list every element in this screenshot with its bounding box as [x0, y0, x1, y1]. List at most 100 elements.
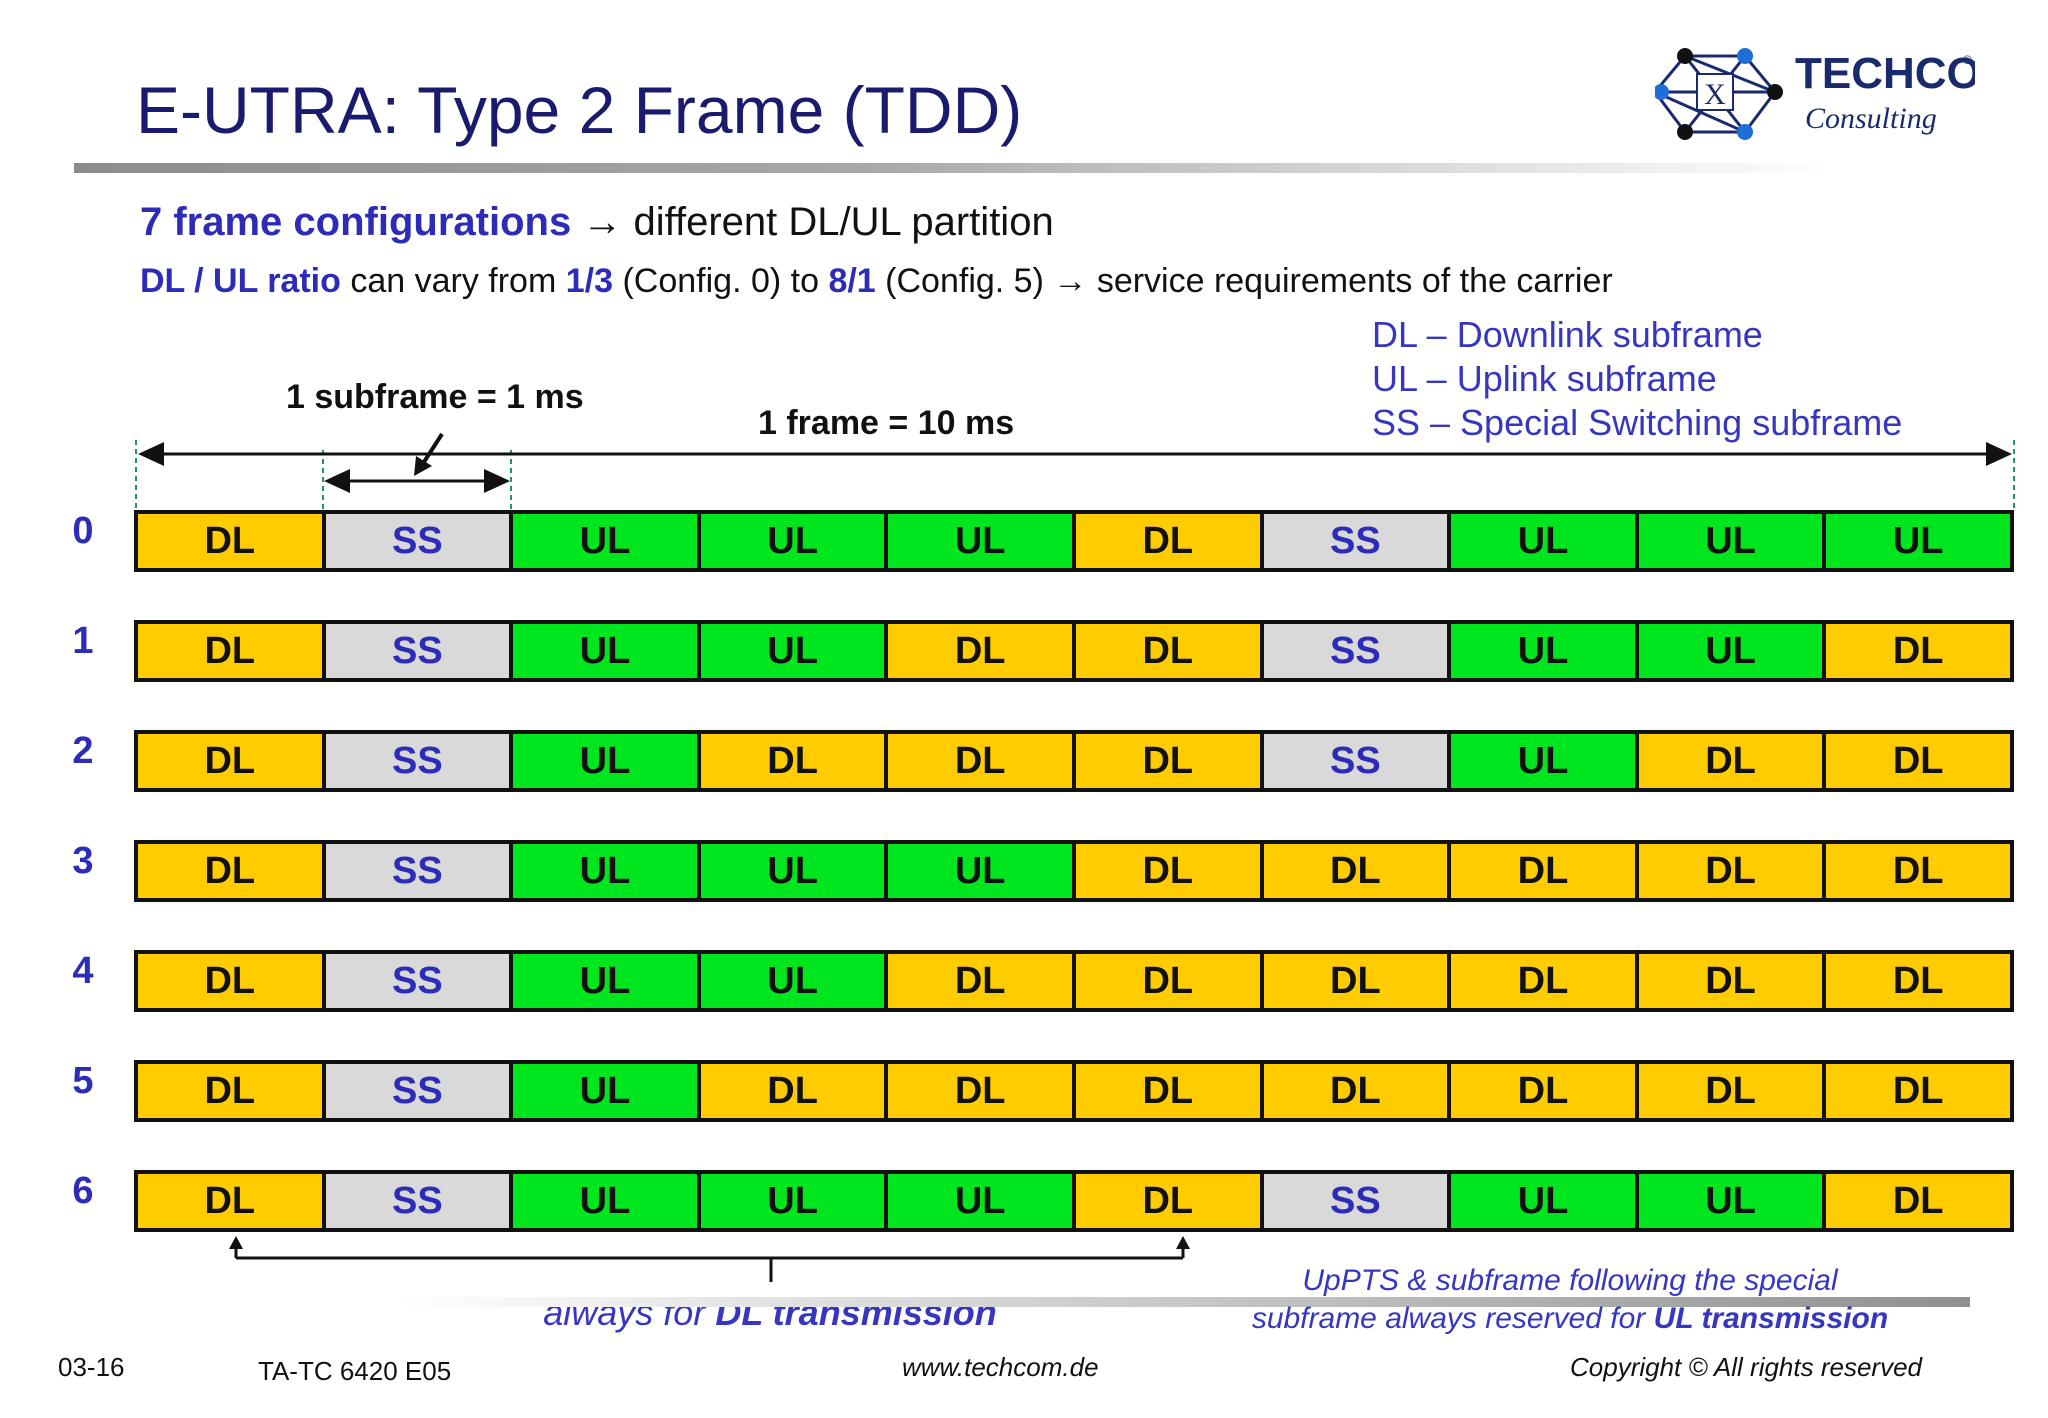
subframe-cell-ul: UL	[513, 734, 701, 788]
subframe-cell-ul: UL	[513, 1064, 701, 1118]
frame-config-row-0: DL SS UL UL UL DL SS UL UL UL	[134, 510, 2014, 572]
subframe-cell-dl: DL	[1451, 954, 1639, 1008]
page-number: 03-16	[58, 1352, 125, 1382]
intro-line-2-text-b: can vary from	[350, 262, 557, 300]
subframe-cell-dl: DL	[888, 954, 1076, 1008]
subframe-cell-ul: UL	[513, 954, 701, 1008]
subframe-cell-ul: UL	[1638, 514, 1827, 568]
subframe-cell-ul: UL	[700, 844, 889, 898]
subframe-cell-ul: UL	[700, 624, 889, 678]
arrow-right-icon: →	[582, 200, 623, 244]
subframe-cell-dl: DL	[138, 624, 326, 678]
subframe-cell-dl: DL	[138, 514, 326, 568]
subframe-cell-dl: DL	[1638, 734, 1827, 788]
subframe-cell-ss: SS	[325, 844, 514, 898]
subframe-cell-ss: SS	[325, 1064, 514, 1118]
subframe-cell-ss: SS	[325, 624, 514, 678]
config-label-6: 6	[72, 1170, 94, 1212]
subframe-cell-dl: DL	[888, 624, 1076, 678]
config-label-5: 5	[72, 1060, 94, 1102]
intro-line-2-text-g: service requirements of the carrier	[1096, 262, 1613, 300]
subframe-cell-dl: DL	[1826, 844, 2010, 898]
subframe-cell-dl: DL	[888, 734, 1076, 788]
subframe-cell-dl: DL	[1638, 954, 1827, 1008]
subframe-cell-dl: DL	[1638, 1064, 1827, 1118]
subframe-cell-dl: DL	[1075, 844, 1264, 898]
config-label-4: 4	[72, 950, 94, 992]
subframe-cell-ss: SS	[325, 1174, 514, 1228]
subframe-cell-ul: UL	[700, 514, 889, 568]
dl-ul-ratio-highlight: DL / UL ratio	[140, 262, 341, 300]
subframe-cell-dl: DL	[1263, 954, 1452, 1008]
ratio-min-value: 1/3	[565, 262, 614, 300]
subframe-cell-ul: UL	[888, 1174, 1076, 1228]
legend-ul: UL – Uplink subframe	[1372, 358, 1717, 399]
subframe-cell-dl: DL	[1075, 954, 1264, 1008]
subframe-pointer-head	[414, 456, 432, 476]
subframe-cell-ul: UL	[888, 844, 1076, 898]
frame-arrow-right-head	[1986, 442, 2012, 466]
subframe-pointer-line	[422, 432, 444, 464]
config-label-1: 1	[72, 620, 94, 662]
subframe-cell-dl: DL	[1451, 1064, 1639, 1118]
subframe-cell-ss: SS	[325, 954, 514, 1008]
config-label-0: 0	[72, 510, 94, 552]
subframe-cell-dl: DL	[1263, 844, 1452, 898]
subframe-cell-ul: UL	[1638, 1174, 1827, 1228]
subframe-cell-dl: DL	[1638, 844, 1827, 898]
intro-line-1: 7 frame configurations → different DL/UL…	[140, 200, 1054, 245]
subframe-cell-ul: UL	[1638, 624, 1827, 678]
subframe-cell-dl: DL	[1075, 1064, 1264, 1118]
subframe-cell-dl: DL	[1826, 1064, 2010, 1118]
subframe-cell-ul: UL	[700, 1174, 889, 1228]
dl-bracket-left-head	[229, 1236, 243, 1249]
frame-config-row-2: DL SS UL DL DL DL SS UL DL DL	[134, 730, 2014, 792]
molecule-logo-icon: X TECHCOM ® Consulting	[1653, 48, 2017, 140]
subframe-cell-ul: UL	[1451, 624, 1639, 678]
subframe-cell-ss: SS	[1263, 1174, 1452, 1228]
subframe-cell-dl: DL	[1263, 1064, 1452, 1118]
frame-config-highlight: 7 frame configurations	[140, 200, 572, 244]
config-label-3: 3	[72, 840, 94, 882]
subframe-duration-label: 1 subframe = 1 ms	[286, 378, 584, 416]
frame-config-row-6: DL SS UL UL UL DL SS UL UL DL	[134, 1170, 2014, 1232]
subframe-cell-dl: DL	[1075, 514, 1264, 568]
dl-bracket-right-head	[1176, 1236, 1190, 1249]
subframe-cell-dl: DL	[1075, 624, 1264, 678]
subframe-cell-dl: DL	[1075, 734, 1264, 788]
logo-subtitle: Consulting	[1805, 102, 1937, 135]
arrow-right-icon: →	[1053, 262, 1088, 300]
footer-url: www.techcom.de	[902, 1352, 1099, 1382]
subframe-cell-ss: SS	[325, 734, 514, 788]
subframe-cell-dl: DL	[1826, 1174, 2010, 1228]
subframe-cell-ss: SS	[325, 514, 514, 568]
subframe-cell-dl: DL	[888, 1064, 1076, 1118]
uppts-note-line-2-text: subframe always reserved for	[1251, 1302, 1646, 1335]
subframe-cell-ss: SS	[1263, 624, 1452, 678]
subframe-cell-dl: DL	[138, 1064, 326, 1118]
slide-title: E-UTRA: Type 2 Frame (TDD)	[136, 73, 1023, 147]
document-id: TA-TC 6420 E05	[258, 1356, 452, 1386]
subframe-cell-ul: UL	[513, 844, 701, 898]
intro-line-2: DL / UL ratio can vary from 1/3 (Config.…	[140, 262, 1613, 301]
subframe-cell-dl: DL	[138, 734, 326, 788]
svg-text:X: X	[1704, 78, 1726, 111]
subframe-cell-ss: SS	[1263, 734, 1452, 788]
uppts-note-line-1: UpPTS & subframe following the special	[1302, 1264, 1838, 1297]
subframe-cell-ul: UL	[513, 1174, 701, 1228]
subframe-cell-dl: DL	[138, 844, 326, 898]
frame-config-row-5: DL SS UL DL DL DL DL DL DL DL	[134, 1060, 2014, 1122]
frame-duration-label: 1 frame = 10 ms	[758, 404, 1015, 442]
uppts-note-line-2-bold: UL transmission	[1653, 1302, 1889, 1335]
frame-arrow-left-head	[138, 442, 164, 466]
techcom-logo: X TECHCOM ® Consulting	[1653, 40, 2017, 150]
intro-line-2-text-f: (Config. 5)	[885, 262, 1044, 300]
uppts-note: UpPTS & subframe following the special s…	[1200, 1262, 1940, 1338]
subframe-cell-ss: SS	[1263, 514, 1452, 568]
legend-ss: SS – Special Switching subframe	[1372, 402, 1903, 443]
subframe-cell-ul: UL	[1451, 514, 1639, 568]
subframe-cell-ul: UL	[700, 954, 889, 1008]
subframe-cell-dl: DL	[1075, 1174, 1264, 1228]
config-label-2: 2	[72, 730, 94, 772]
